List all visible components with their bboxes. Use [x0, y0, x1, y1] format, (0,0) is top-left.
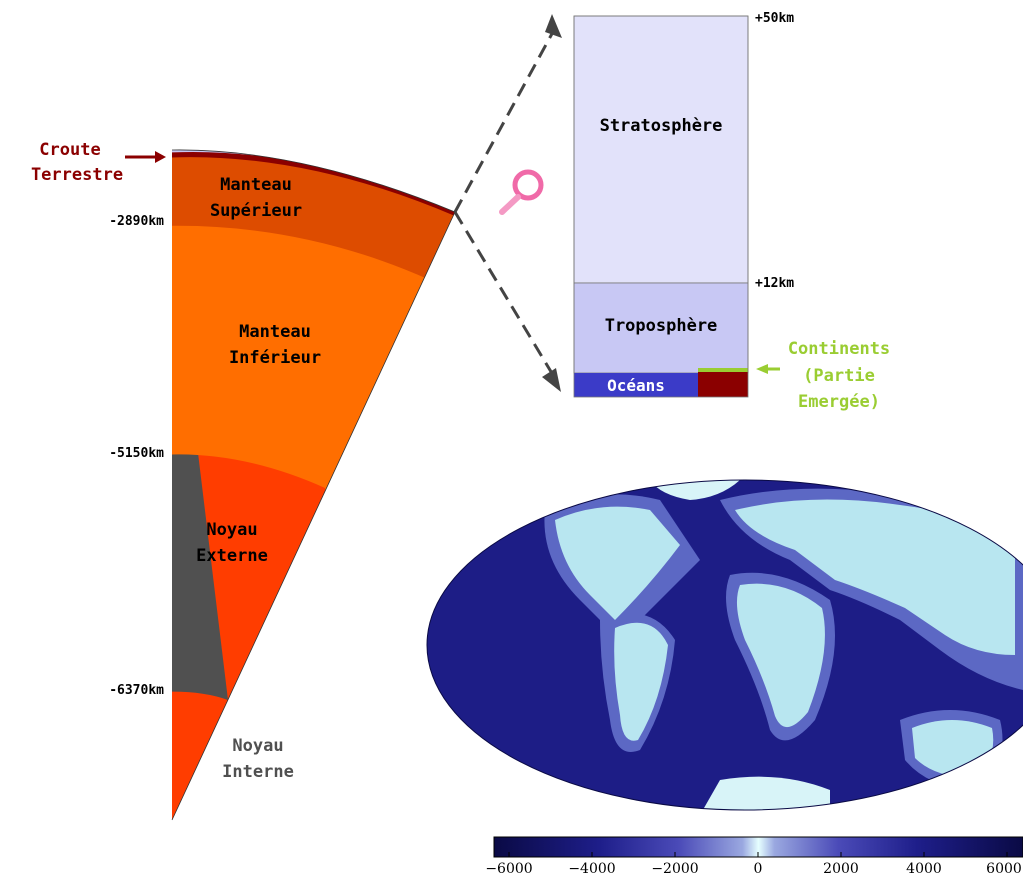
stratosphere-label: Stratosphère [600, 116, 723, 136]
world-map-outline [426, 479, 1023, 811]
lower-mantle-label-line2: Inférieur [229, 348, 321, 368]
continents-label-line1: Continents [788, 339, 890, 359]
crust-arrow [125, 151, 166, 163]
continents-arrow [756, 364, 780, 374]
depth-label-6370: -6370km [109, 683, 164, 698]
oceans-box [574, 373, 698, 397]
colorbar-tick-label: 4000 [906, 861, 942, 877]
atmosphere-column [573, 15, 749, 398]
colorbar-tick-labels: −6000 −4000 −2000 0 2000 4000 6000 [485, 861, 1022, 877]
colorbar-tick-label: 0 [754, 861, 763, 877]
zoom-arrows [453, 14, 562, 392]
altitude-label-12: +12km [755, 276, 794, 291]
colorbar-tick-label: −6000 [485, 861, 532, 877]
earth-cross-section [172, 149, 455, 820]
outer-core-label-line2: Externe [196, 546, 268, 566]
world-relief-map [427, 480, 1023, 810]
magnifier-icon [499, 169, 544, 215]
continent-box [698, 371, 748, 397]
colorbar-tick-label: −2000 [651, 861, 698, 877]
inner-core-label-line2: Interne [222, 762, 294, 782]
upper-mantle-label-line1: Manteau [220, 175, 292, 195]
outer-core-label-line1: Noyau [206, 520, 257, 540]
crust-label-line2: Terrestre [31, 165, 123, 185]
altitude-label-50: +50km [755, 11, 794, 26]
elevation-colorbar [493, 836, 1023, 858]
colorbar-tick-label: 2000 [823, 861, 859, 877]
upper-mantle-label-line2: Supérieur [210, 201, 302, 221]
depth-label-2890: -2890km [109, 214, 164, 229]
continents-label-line3: Emergée) [798, 392, 880, 412]
continents-label-line2: (Partie [803, 366, 875, 386]
crust-label-line1: Croute [39, 140, 100, 160]
inner-core-label-line1: Noyau [232, 736, 283, 756]
oceans-label: Océans [607, 376, 665, 395]
depth-label-5150: -5150km [109, 446, 164, 461]
lower-mantle-label-line1: Manteau [239, 322, 311, 342]
colorbar-tick-label: −4000 [568, 861, 615, 877]
wedge-outline [171, 149, 456, 821]
colorbar-tick-label: 6000 [986, 861, 1022, 877]
troposphere-label: Troposphère [605, 316, 718, 336]
continent-surface-strip [698, 368, 748, 372]
stratosphere-box [573, 15, 749, 284]
